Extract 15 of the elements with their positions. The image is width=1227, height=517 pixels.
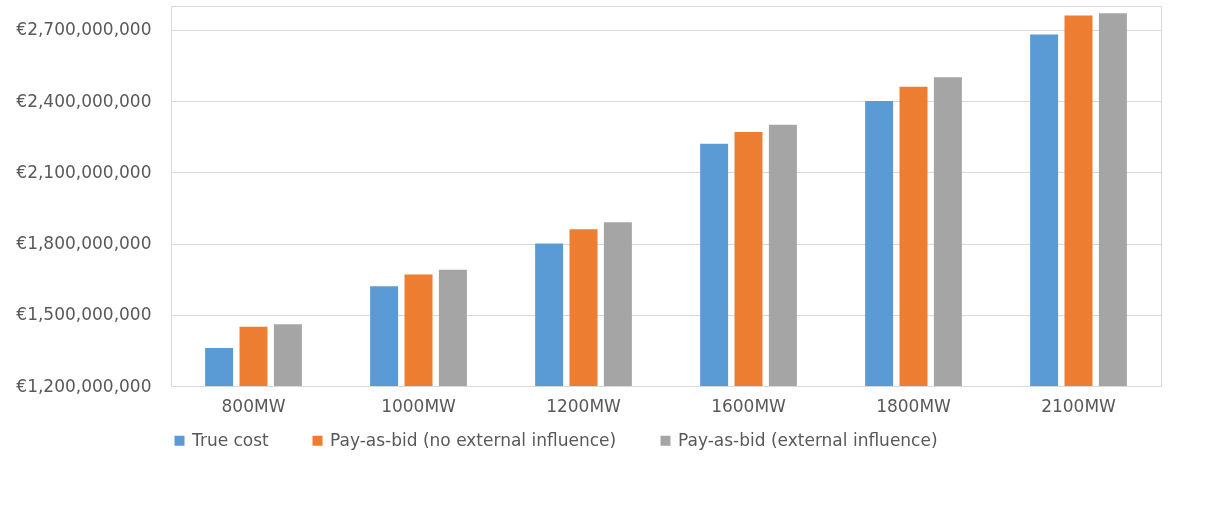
x-tick-label: 800MW [221, 395, 286, 416]
y-tick-label: €1,500,000,000 [16, 304, 152, 325]
legend-label: Pay-as-bid (external influence) [678, 429, 938, 450]
y-tick-label: €2,100,000,000 [16, 161, 152, 182]
x-tick-label: 1800MW [876, 395, 952, 416]
y-tick-label: €2,400,000,000 [16, 90, 152, 111]
y-tick-label: €1,800,000,000 [16, 233, 152, 253]
x-tick-label: 1600MW [711, 395, 787, 416]
y-tick-label: €2,700,000,000 [16, 19, 152, 40]
legend-label: True cost [191, 429, 270, 450]
y-tick-label: €1,200,000,000 [16, 375, 152, 396]
legend-label: Pay-as-bid (no external influence) [330, 429, 617, 450]
x-tick-label: 1200MW [546, 395, 622, 416]
x-tick-label: 1000MW [381, 395, 457, 416]
x-tick-label: 2100MW [1041, 395, 1117, 416]
